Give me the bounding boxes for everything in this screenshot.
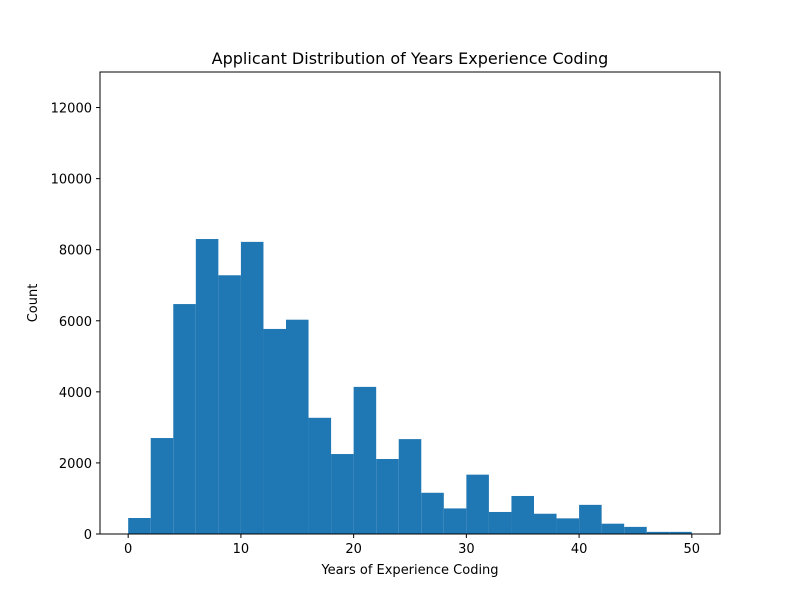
x-tick-label: 30: [458, 542, 475, 557]
bars-group: [128, 239, 692, 534]
histogram-bar: [331, 454, 354, 534]
x-tick-label: 0: [124, 542, 132, 557]
chart-title: Applicant Distribution of Years Experien…: [212, 49, 609, 68]
x-axis: 0 10 20 30 40 50: [124, 534, 700, 557]
histogram-bar: [511, 495, 534, 534]
histogram-bar: [398, 439, 422, 534]
histogram-bar: [421, 492, 444, 534]
histogram-bar: [218, 275, 241, 534]
y-tick-label: 10000: [51, 173, 92, 188]
histogram-bar: [443, 508, 467, 534]
y-tick-label: 8000: [59, 244, 92, 259]
histogram-bar: [240, 241, 264, 534]
histogram-bar: [376, 459, 399, 534]
histogram-bar: [601, 523, 625, 534]
x-tick-label: 40: [571, 542, 588, 557]
histogram-bar: [624, 526, 647, 534]
histogram-bar: [646, 531, 670, 534]
x-axis-label: Years of Experience Coding: [320, 563, 498, 578]
histogram-bar: [195, 239, 219, 534]
y-tick-label: 12000: [51, 102, 92, 117]
x-tick-label: 10: [233, 542, 250, 557]
histogram-bar: [263, 328, 286, 534]
y-axis-label: Count: [26, 284, 41, 323]
histogram-bar: [353, 386, 377, 534]
y-tick-label: 0: [84, 528, 92, 543]
histogram-bar: [556, 518, 580, 534]
x-tick-label: 20: [345, 542, 362, 557]
y-tick-label: 4000: [59, 386, 92, 401]
histogram-bar: [308, 417, 332, 534]
x-tick-label: 50: [684, 542, 701, 557]
histogram-bar: [534, 513, 557, 534]
histogram-bar: [286, 319, 309, 534]
plot-frame: [99, 71, 721, 535]
histogram-bar: [173, 304, 196, 534]
histogram-bar: [669, 531, 692, 534]
histogram-bar: [466, 474, 489, 534]
y-tick-label: 2000: [59, 457, 92, 472]
histogram-bar: [579, 504, 602, 534]
histogram-bar: [488, 511, 512, 534]
histogram-bar: [150, 438, 174, 534]
y-axis: 0 2000 4000 6000 8000 10000 12000: [51, 102, 100, 543]
y-tick-label: 6000: [59, 315, 92, 330]
histogram-bar: [128, 518, 151, 534]
